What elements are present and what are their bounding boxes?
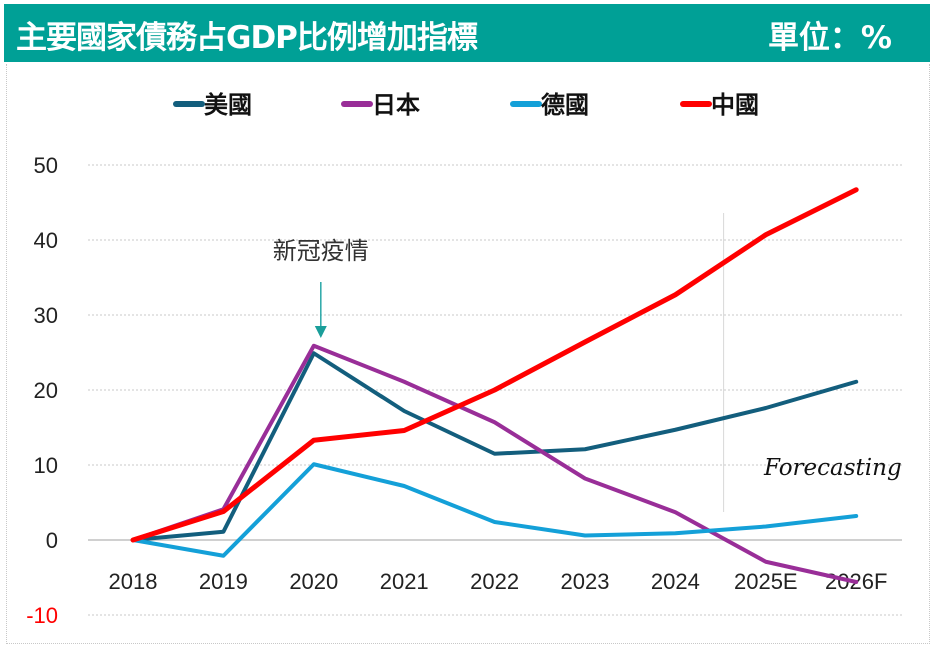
y-axis-ticks: 50 40 30 20 10 0 -10 (26, 153, 58, 628)
series-line-3 (130, 187, 859, 543)
legend-label: 德國 (541, 91, 589, 119)
chart-frame (6, 64, 930, 644)
y-tick-label: 0 (46, 528, 58, 553)
gridlines (88, 164, 902, 616)
y-tick-label: 40 (34, 228, 58, 253)
legend-label: 中國 (711, 91, 759, 119)
series-line-0 (131, 351, 859, 542)
covid-annotation-label: 新冠疫情 (273, 237, 369, 265)
legend-label: 日本 (372, 91, 420, 119)
series-lines (130, 187, 859, 584)
forecasting-label: Forecasting (763, 455, 902, 481)
y-tick-label: 30 (34, 303, 58, 328)
x-axis-ticks: 2018 2019 2020 2021 2022 2023 2024 2025E 2026F (109, 569, 888, 594)
series-line-1 (131, 343, 859, 584)
legend: 美國 日本 德國 中國 (173, 91, 759, 119)
x-tick-label: 2024 (651, 569, 700, 594)
x-tick-label: 2020 (289, 569, 338, 594)
x-tick-label: 2025E (734, 569, 798, 594)
y-tick-label: 50 (34, 153, 58, 178)
y-tick-label: -10 (26, 603, 58, 628)
chart-title: 主要國家債務占GDP比例增加指標 (16, 20, 478, 56)
legend-label: 美國 (204, 91, 252, 119)
y-tick-label: 10 (34, 453, 58, 478)
x-tick-label: 2018 (109, 569, 158, 594)
unit-label: 單位：% (767, 20, 892, 56)
annotations: 新冠疫情 Forecasting (273, 237, 902, 481)
x-tick-label: 2023 (561, 569, 610, 594)
arrow-down-icon (314, 326, 327, 338)
y-tick-label: 20 (34, 378, 58, 403)
x-tick-label: 2021 (380, 569, 429, 594)
x-tick-label: 2019 (199, 569, 248, 594)
title-bar: 主要國家債務占GDP比例增加指標 單位：% (4, 4, 930, 62)
x-tick-label: 2022 (470, 569, 519, 594)
